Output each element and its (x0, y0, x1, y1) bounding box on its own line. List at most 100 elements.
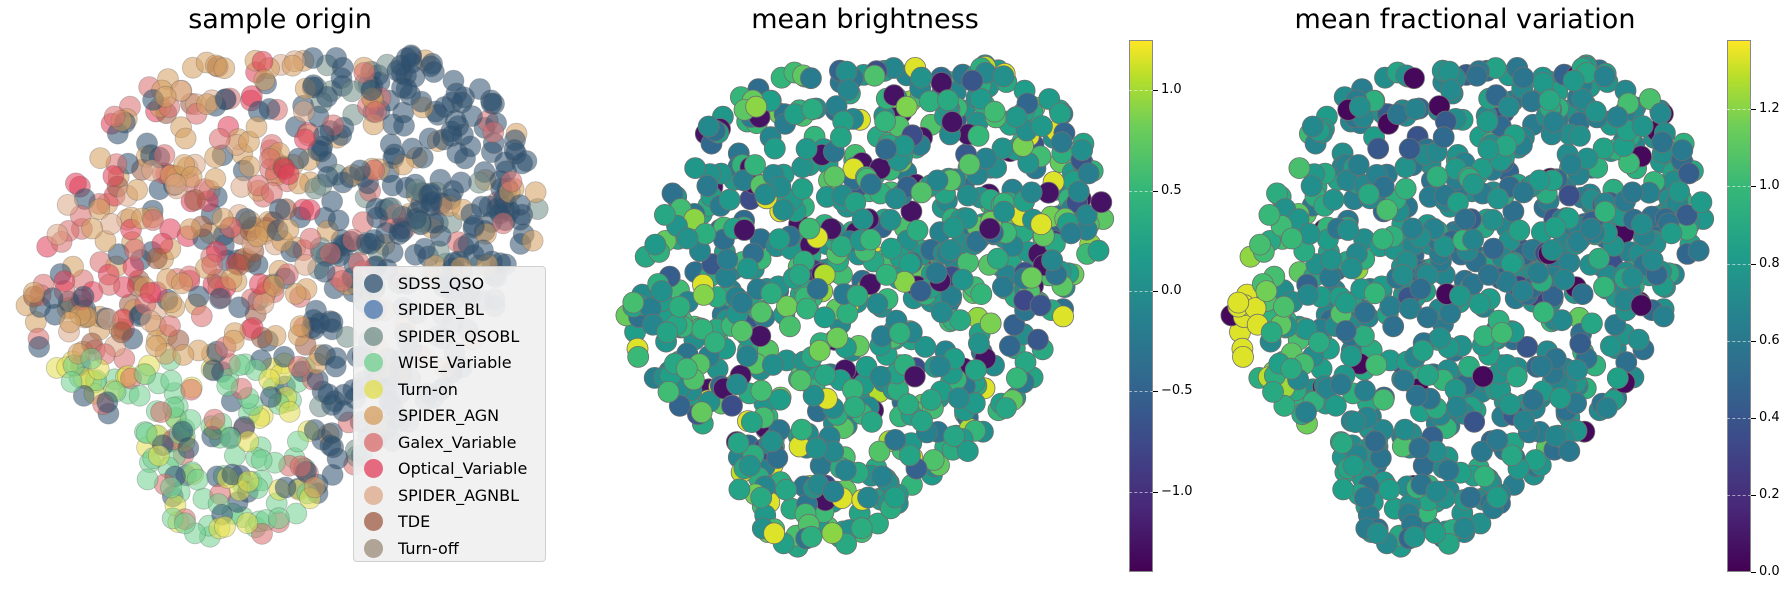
scatter-point (1463, 410, 1486, 433)
scatter-point (1330, 373, 1352, 396)
legend-item: Turn-off (364, 535, 545, 562)
scatter-point (360, 79, 383, 102)
scatter-point (1342, 454, 1365, 477)
scatter-point (186, 468, 209, 491)
scatter-point (468, 78, 491, 100)
scatter-point (364, 101, 387, 123)
colorbar-gridline (1727, 494, 1751, 496)
scatter-point (413, 237, 436, 260)
legend-item: Galex_Variable (364, 429, 545, 456)
scatter-point (1227, 291, 1250, 314)
legend-item: Optical_Variable (364, 456, 545, 483)
scatter-point (433, 96, 456, 118)
colorbar-tick-label: 0.6 (1759, 332, 1780, 348)
scatter-point (308, 312, 331, 334)
scatter-point (1621, 181, 1644, 204)
scatter-point (1249, 233, 1271, 256)
colorbar-tick (1751, 340, 1756, 342)
scatter-point (289, 455, 312, 478)
scatter-point (1631, 213, 1653, 236)
scatter-point (286, 430, 309, 453)
scatter-point (331, 171, 354, 194)
scatter-point (171, 420, 194, 443)
scatter-point (97, 308, 119, 331)
scatter-point (471, 239, 494, 262)
legend-item: SDSS_QSO (364, 270, 545, 297)
scatter-point (263, 274, 286, 297)
scatter-point (1477, 263, 1500, 286)
scatter-point (1668, 180, 1690, 203)
scatter-point (1411, 339, 1434, 362)
scatter-point (171, 272, 193, 295)
scatter-point (174, 127, 197, 150)
scatter-point (98, 273, 121, 296)
scatter-point (1446, 396, 1468, 418)
scatter-point (1403, 525, 1426, 548)
scatter-point (1462, 173, 1485, 196)
scatter-point (1584, 100, 1607, 123)
scatter-point (1262, 380, 1284, 403)
scatter-point (1258, 203, 1281, 226)
scatter-point (1499, 393, 1521, 416)
scatter-point (1532, 301, 1555, 324)
scatter-point (1325, 394, 1347, 417)
scatter-point (1052, 305, 1074, 328)
scatter-point (1367, 137, 1390, 160)
scatter-point (277, 218, 300, 241)
scatter-point (1378, 478, 1401, 501)
scatter-point (303, 476, 326, 499)
scatter-point (940, 285, 963, 308)
scatter-point (1593, 65, 1616, 88)
scatter-point (1606, 367, 1629, 390)
scatter-point (259, 386, 282, 408)
scatter-point (1687, 239, 1710, 262)
legend-marker (364, 485, 383, 505)
scatter-point (1544, 425, 1567, 448)
legend-label: SPIDER_AGNBL (398, 485, 519, 505)
scatter-point (504, 129, 526, 152)
scatter-point (410, 90, 433, 113)
scatter-point (1376, 198, 1398, 221)
scatter-point (202, 359, 225, 382)
scatter-point (1437, 459, 1460, 482)
scatter-point (1344, 411, 1367, 434)
scatter-point (1354, 301, 1376, 324)
legend-marker (364, 406, 383, 426)
scatter-point (126, 178, 149, 201)
colorbar-tick (1751, 109, 1756, 111)
scatter-point (136, 468, 159, 491)
colorbar-tick (1751, 494, 1756, 496)
scatter-point (1549, 387, 1572, 410)
scatter-point (1627, 328, 1650, 351)
scatter-point (1322, 188, 1345, 211)
scatter-point (1641, 249, 1664, 272)
colorbar-gridline (1727, 186, 1751, 188)
scatter-point (763, 137, 786, 160)
scatter-point (150, 401, 173, 424)
scatter-point (145, 335, 168, 358)
scatter-point (511, 152, 533, 175)
scatter-point (1562, 69, 1585, 92)
scatter-point (366, 206, 389, 229)
scatter-point (268, 198, 291, 221)
scatter-point (1334, 291, 1357, 314)
scatter-point (81, 217, 103, 240)
scatter-point (1486, 428, 1509, 451)
scatter-point (1372, 388, 1395, 411)
scatter-point (331, 56, 354, 79)
scatter-point (627, 345, 650, 368)
scatter-point (1301, 115, 1324, 138)
scatter-point (1334, 320, 1357, 342)
scatter-point (1394, 418, 1416, 441)
colorbar-tick (1751, 263, 1756, 265)
scatter-point (294, 253, 317, 276)
scatter-point (253, 69, 276, 91)
scatter-point (1426, 165, 1449, 188)
legend-marker (364, 538, 383, 558)
scatter-point (321, 190, 344, 213)
scatter-point (461, 105, 483, 127)
scatter-point (1606, 106, 1629, 128)
scatter-point (1349, 95, 1371, 118)
scatter-point (184, 188, 206, 211)
